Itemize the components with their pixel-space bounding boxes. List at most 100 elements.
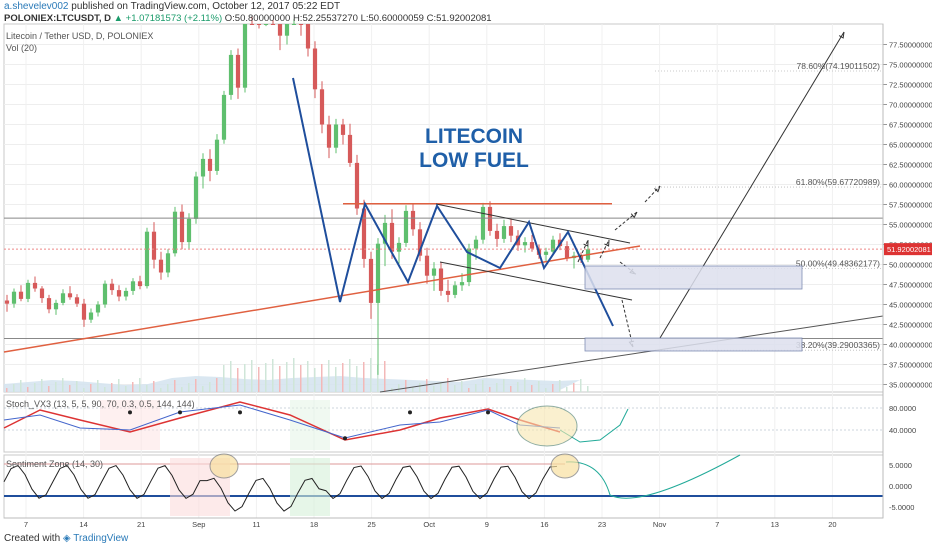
price-tick-label: 60.00000000	[889, 181, 932, 190]
volume-bar	[475, 384, 477, 392]
wedge-lower-line	[439, 261, 633, 301]
volume-bar	[503, 379, 505, 392]
stoch-dot	[343, 436, 347, 441]
created-with-label: Created with	[4, 533, 61, 544]
ohlc-line: POLONIEX:LTCUSDT, D ▲ +1.07181573 (+2.11…	[4, 13, 492, 24]
time-tick-label: Oct	[423, 520, 436, 529]
volume-bar	[545, 388, 547, 392]
candle-body	[431, 268, 437, 276]
price-tick-label: 57.50000000	[889, 201, 932, 210]
volume-bar	[426, 379, 428, 392]
price-tick-label: 50.00000000	[889, 261, 932, 270]
volume-bar	[202, 386, 204, 392]
volume-bar	[314, 368, 316, 392]
volume-bar	[370, 358, 372, 392]
volume-legend[interactable]: Vol (20)	[6, 43, 38, 53]
volume-bar	[20, 380, 22, 392]
volume-bar	[55, 382, 57, 392]
volume-bar	[13, 384, 15, 392]
candle-body	[417, 229, 423, 256]
small-up-arrow-head	[583, 239, 589, 247]
volume-bar	[363, 362, 365, 392]
volume-bar	[328, 360, 330, 392]
volume-bar	[440, 382, 442, 392]
price-tick-label: 72.50000000	[889, 81, 932, 90]
volume-bar	[384, 361, 386, 392]
candle-body	[340, 124, 346, 135]
volume-bar	[209, 382, 211, 392]
candle-body	[25, 282, 31, 299]
volume-bar	[125, 386, 127, 392]
candle-body	[494, 230, 500, 239]
candle-body	[137, 281, 143, 287]
candle-body	[375, 243, 381, 303]
volume-bar	[104, 387, 106, 392]
volume-bar	[223, 365, 225, 392]
candle-body	[18, 291, 24, 299]
long-support-line	[379, 315, 884, 393]
candle-body	[333, 124, 339, 148]
time-tick-label: 7	[24, 520, 28, 529]
candle-body	[382, 222, 388, 244]
candle-body	[459, 282, 465, 286]
volume-bar	[118, 379, 120, 392]
stoch-dot	[408, 410, 412, 415]
footer: Created with ◈ TradingView	[4, 533, 128, 544]
volume-bar	[69, 385, 71, 392]
author-link[interactable]: a.shevelev002	[4, 1, 69, 12]
volume-bar	[349, 359, 351, 392]
stoch-highlight-circle	[516, 405, 578, 447]
pair-legend[interactable]: Litecoin / Tether USD, D, POLONIEX	[6, 31, 154, 41]
price-tick-label: 37.50000000	[889, 361, 932, 370]
candle-body	[60, 293, 66, 303]
tradingview-logo-icon[interactable]: ◈	[62, 533, 71, 544]
candle-body	[452, 285, 458, 295]
fib-level-label: 38.20%(39.29003365)	[796, 340, 880, 350]
volume-bar	[6, 388, 8, 392]
candle-body	[102, 283, 108, 305]
volume-bar	[111, 383, 113, 392]
volume-bar	[216, 378, 218, 392]
candle-body	[32, 282, 38, 289]
volume-bar	[398, 384, 400, 392]
target-zone-upper	[584, 265, 803, 290]
fib-level-label: 61.80%(59.67720989)	[796, 177, 880, 187]
stoch-legend[interactable]: Stoch_VX3 (13, 5, 5, 90, 70, 0.3, 0.5, 1…	[6, 399, 195, 409]
high-value: H:52.25537270	[292, 13, 358, 24]
volume-bar	[48, 386, 50, 392]
candle-body	[284, 24, 290, 36]
sentiment-tick-label: 5.0000	[889, 461, 912, 470]
time-tick-label: Sep	[192, 520, 205, 529]
candle-body	[158, 259, 164, 273]
annotation-line1: LITECOIN	[425, 125, 523, 148]
volume-bar	[272, 359, 274, 392]
volume-bar	[356, 366, 358, 392]
candle-body	[396, 242, 402, 252]
volume-bar	[321, 364, 323, 392]
volume-bar	[566, 387, 568, 392]
candle-body	[228, 54, 234, 95]
candle-body	[564, 246, 570, 259]
volume-bar	[587, 386, 589, 392]
candle-body	[95, 304, 101, 313]
candle-body	[487, 206, 493, 231]
long-up-arrow-head	[838, 31, 845, 39]
candle-body	[501, 226, 507, 239]
small-up-arrow-2-head	[604, 239, 610, 247]
price-tick-label: 35.00000000	[889, 381, 932, 390]
stoch-tick-label: 80.0000	[889, 404, 916, 413]
candle-body	[347, 134, 353, 163]
volume-bar	[489, 387, 491, 392]
sentiment-legend[interactable]: Sentiment Zone (14, 30)	[6, 459, 104, 469]
sentiment-tick-label: -5.0000	[889, 503, 914, 512]
volume-bar	[90, 384, 92, 392]
candle-body	[151, 231, 157, 260]
annotation-line2: LOW FUEL	[419, 149, 529, 172]
candle-body	[144, 231, 150, 287]
candle-body	[200, 158, 206, 177]
tradingview-brand[interactable]: TradingView	[73, 533, 129, 544]
candle-body	[403, 210, 409, 243]
candle-body	[221, 94, 227, 140]
candle-body	[298, 24, 304, 25]
